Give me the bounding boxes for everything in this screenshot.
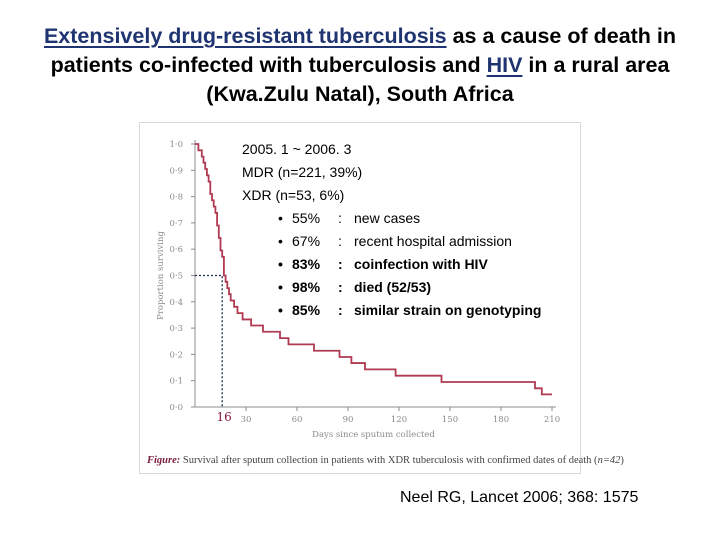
y-tick-label: 0·6 (169, 245, 183, 255)
bullet-text: new cases (354, 210, 421, 226)
x-tick-label: 90 (343, 415, 354, 425)
bullet-pct: 85% (292, 302, 321, 318)
y-tick-label: 0·8 (169, 193, 183, 203)
bullet-text: similar strain on genotyping (354, 302, 542, 318)
y-tick-label: 0·9 (169, 166, 183, 176)
y-tick-label: 0·1 (169, 377, 183, 387)
title-xdr-tb: Extensively drug-resistant tuberculosis (43, 24, 447, 48)
y-tick-label: 0·7 (169, 219, 183, 229)
note-bullet-row: • 98%: died (52/53) (242, 276, 541, 299)
bullet-text: died (52/53) (354, 279, 432, 295)
bullet-colon: : (338, 279, 343, 295)
bullet-text: coinfection with HIV (354, 256, 488, 272)
note-bullet-row: • 67%: recent hospital admission (242, 230, 541, 253)
x-tick-label: 30 (241, 415, 252, 425)
bullet-pct: 98% (292, 279, 321, 295)
y-tick-label: 0·2 (169, 350, 183, 360)
y-tick-label: 0·0 (169, 403, 183, 413)
bullet-pct: 67% (292, 233, 321, 249)
bullet-text: recent hospital admission (354, 233, 512, 249)
bullet-colon: : (338, 256, 343, 272)
title-middle: as a cause of death in patients co-infec… (50, 24, 677, 77)
slide-title: Extensively drug-resistant tuberculosis … (0, 22, 720, 109)
figure-frame (139, 122, 581, 474)
bullet-marker: • (278, 256, 283, 272)
x-tick-label: 60 (292, 415, 303, 425)
title-end: in a rural area (Kwa.Zulu Natal), South … (206, 53, 670, 106)
y-tick-label: 0·3 (169, 324, 183, 334)
citation: Neel RG, Lancet 2006; 368: 1575 (400, 489, 639, 506)
bullet-pct: 83% (292, 256, 321, 272)
title-hiv: HIV (486, 53, 523, 77)
note-period: 2005. 1 ~ 2006. 3 (242, 141, 352, 157)
survival-curve (195, 143, 552, 396)
survival-chart: 0·0 0·1 0·2 0·3 0·4 0·5 0·6 0·7 0·8 0·9 1·0 30 60 90 1… (156, 140, 560, 440)
bullet-marker: • (278, 233, 283, 249)
bullet-colon: : (338, 210, 342, 226)
note-bullet-row: • 85%: similar strain on genotyping (242, 299, 541, 322)
note-bullet-row: • 83%: coinfection with HIV (242, 253, 541, 276)
bullet-marker: • (278, 302, 283, 318)
y-tick-label: 0·5 (169, 272, 183, 282)
caption-n: n=42 (597, 455, 621, 466)
median-guide-line (195, 274, 223, 407)
figure-caption: Figure: Survival after sputum collection… (147, 455, 624, 466)
x-tick-label: 210 (544, 415, 560, 425)
y-tick-label: 0·4 (169, 298, 183, 308)
bullet-pct: 55% (292, 210, 321, 226)
bullet-colon: : (338, 233, 342, 249)
y-axis-title: Proportion surviving (156, 231, 166, 320)
bullet-marker: • (278, 279, 283, 295)
notes-panel: 2005. 1 ~ 2006. 3 MDR (n=221, 39%) XDR (… (242, 138, 541, 322)
caption-text: Survival after sputum collection in pati… (180, 455, 598, 466)
caption-end: ) (620, 455, 624, 466)
y-tick-label: 1·0 (169, 140, 183, 150)
x-tick-label: 150 (442, 415, 458, 425)
bullet-marker: • (278, 210, 283, 226)
note-xdr: XDR (n=53, 6%) (242, 187, 345, 203)
caption-label: Figure: (147, 455, 181, 466)
note-bullet-row: • 55%: new cases (242, 207, 541, 230)
bullet-colon: : (338, 302, 343, 318)
x-axis-title: Days since sputum collected (312, 430, 435, 440)
note-mdr: MDR (n=221, 39%) (242, 164, 363, 180)
x-tick-label: 180 (493, 415, 509, 425)
median-label: 16 (217, 410, 232, 424)
x-tick-label: 120 (391, 415, 407, 425)
